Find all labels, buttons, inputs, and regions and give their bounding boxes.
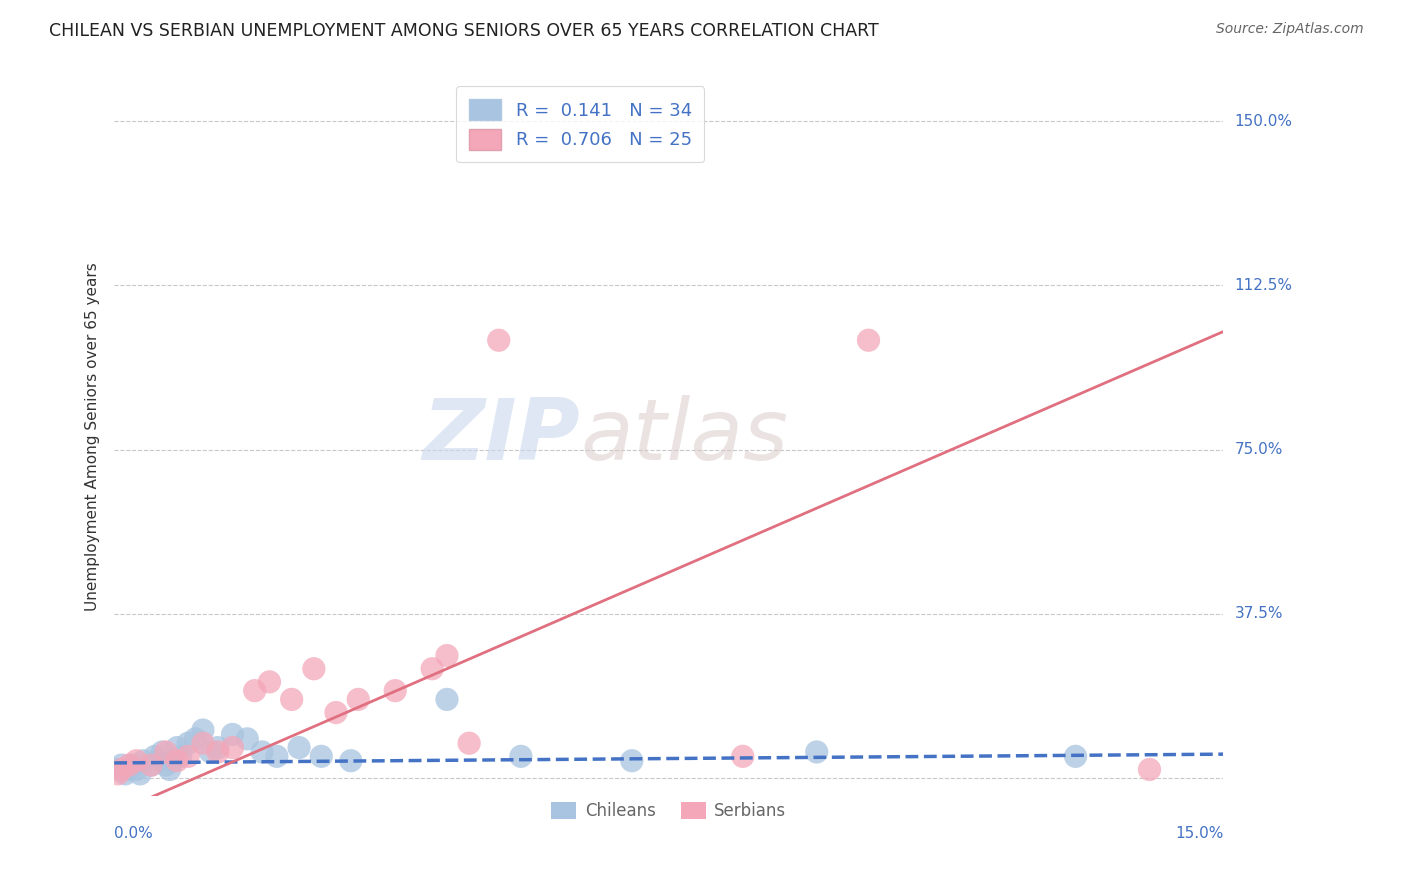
Point bbox=[288, 740, 311, 755]
Point bbox=[243, 683, 266, 698]
Point bbox=[340, 754, 363, 768]
Point bbox=[166, 740, 188, 755]
Point bbox=[166, 754, 188, 768]
Point bbox=[200, 745, 222, 759]
Point bbox=[266, 749, 288, 764]
Text: 75.0%: 75.0% bbox=[1234, 442, 1282, 458]
Point bbox=[177, 736, 200, 750]
Point bbox=[420, 662, 443, 676]
Point bbox=[806, 745, 828, 759]
Point bbox=[118, 763, 141, 777]
Point bbox=[110, 763, 132, 777]
Point bbox=[129, 767, 152, 781]
Point bbox=[731, 749, 754, 764]
Text: atlas: atlas bbox=[581, 395, 789, 478]
Point bbox=[143, 749, 166, 764]
Point bbox=[221, 727, 243, 741]
Point bbox=[107, 767, 129, 781]
Point bbox=[436, 692, 458, 706]
Point bbox=[1139, 763, 1161, 777]
Point bbox=[1064, 749, 1087, 764]
Point bbox=[155, 745, 177, 759]
Point bbox=[191, 723, 214, 737]
Point bbox=[159, 763, 181, 777]
Point bbox=[107, 763, 129, 777]
Y-axis label: Unemployment Among Seniors over 65 years: Unemployment Among Seniors over 65 years bbox=[86, 262, 100, 611]
Point bbox=[221, 740, 243, 755]
Point bbox=[125, 763, 148, 777]
Point bbox=[141, 758, 163, 772]
Point bbox=[177, 749, 200, 764]
Point bbox=[858, 333, 880, 347]
Text: 112.5%: 112.5% bbox=[1234, 278, 1292, 293]
Point bbox=[384, 683, 406, 698]
Point bbox=[162, 754, 184, 768]
Point bbox=[155, 758, 177, 772]
Point bbox=[141, 758, 163, 772]
Text: 0.0%: 0.0% bbox=[114, 826, 153, 841]
Point bbox=[436, 648, 458, 663]
Point bbox=[259, 674, 281, 689]
Point bbox=[488, 333, 510, 347]
Point bbox=[302, 662, 325, 676]
Text: CHILEAN VS SERBIAN UNEMPLOYMENT AMONG SENIORS OVER 65 YEARS CORRELATION CHART: CHILEAN VS SERBIAN UNEMPLOYMENT AMONG SE… bbox=[49, 22, 879, 40]
Legend: Chileans, Serbians: Chileans, Serbians bbox=[546, 796, 793, 827]
Point bbox=[125, 754, 148, 768]
Point bbox=[110, 758, 132, 772]
Text: 37.5%: 37.5% bbox=[1234, 607, 1284, 622]
Point bbox=[510, 749, 533, 764]
Text: 15.0%: 15.0% bbox=[1175, 826, 1223, 841]
Text: ZIP: ZIP bbox=[422, 395, 581, 478]
Point bbox=[347, 692, 370, 706]
Point bbox=[150, 745, 173, 759]
Text: 150.0%: 150.0% bbox=[1234, 114, 1292, 128]
Point bbox=[184, 731, 207, 746]
Point bbox=[458, 736, 481, 750]
Point bbox=[114, 767, 136, 781]
Point bbox=[236, 731, 259, 746]
Point bbox=[620, 754, 643, 768]
Point bbox=[121, 758, 143, 772]
Point bbox=[309, 749, 332, 764]
Point bbox=[191, 736, 214, 750]
Point bbox=[325, 706, 347, 720]
Point bbox=[148, 754, 170, 768]
Point bbox=[132, 754, 155, 768]
Point bbox=[170, 749, 193, 764]
Point bbox=[280, 692, 302, 706]
Point bbox=[207, 740, 229, 755]
Point bbox=[250, 745, 273, 759]
Point bbox=[207, 745, 229, 759]
Point bbox=[118, 758, 141, 772]
Text: Source: ZipAtlas.com: Source: ZipAtlas.com bbox=[1216, 22, 1364, 37]
